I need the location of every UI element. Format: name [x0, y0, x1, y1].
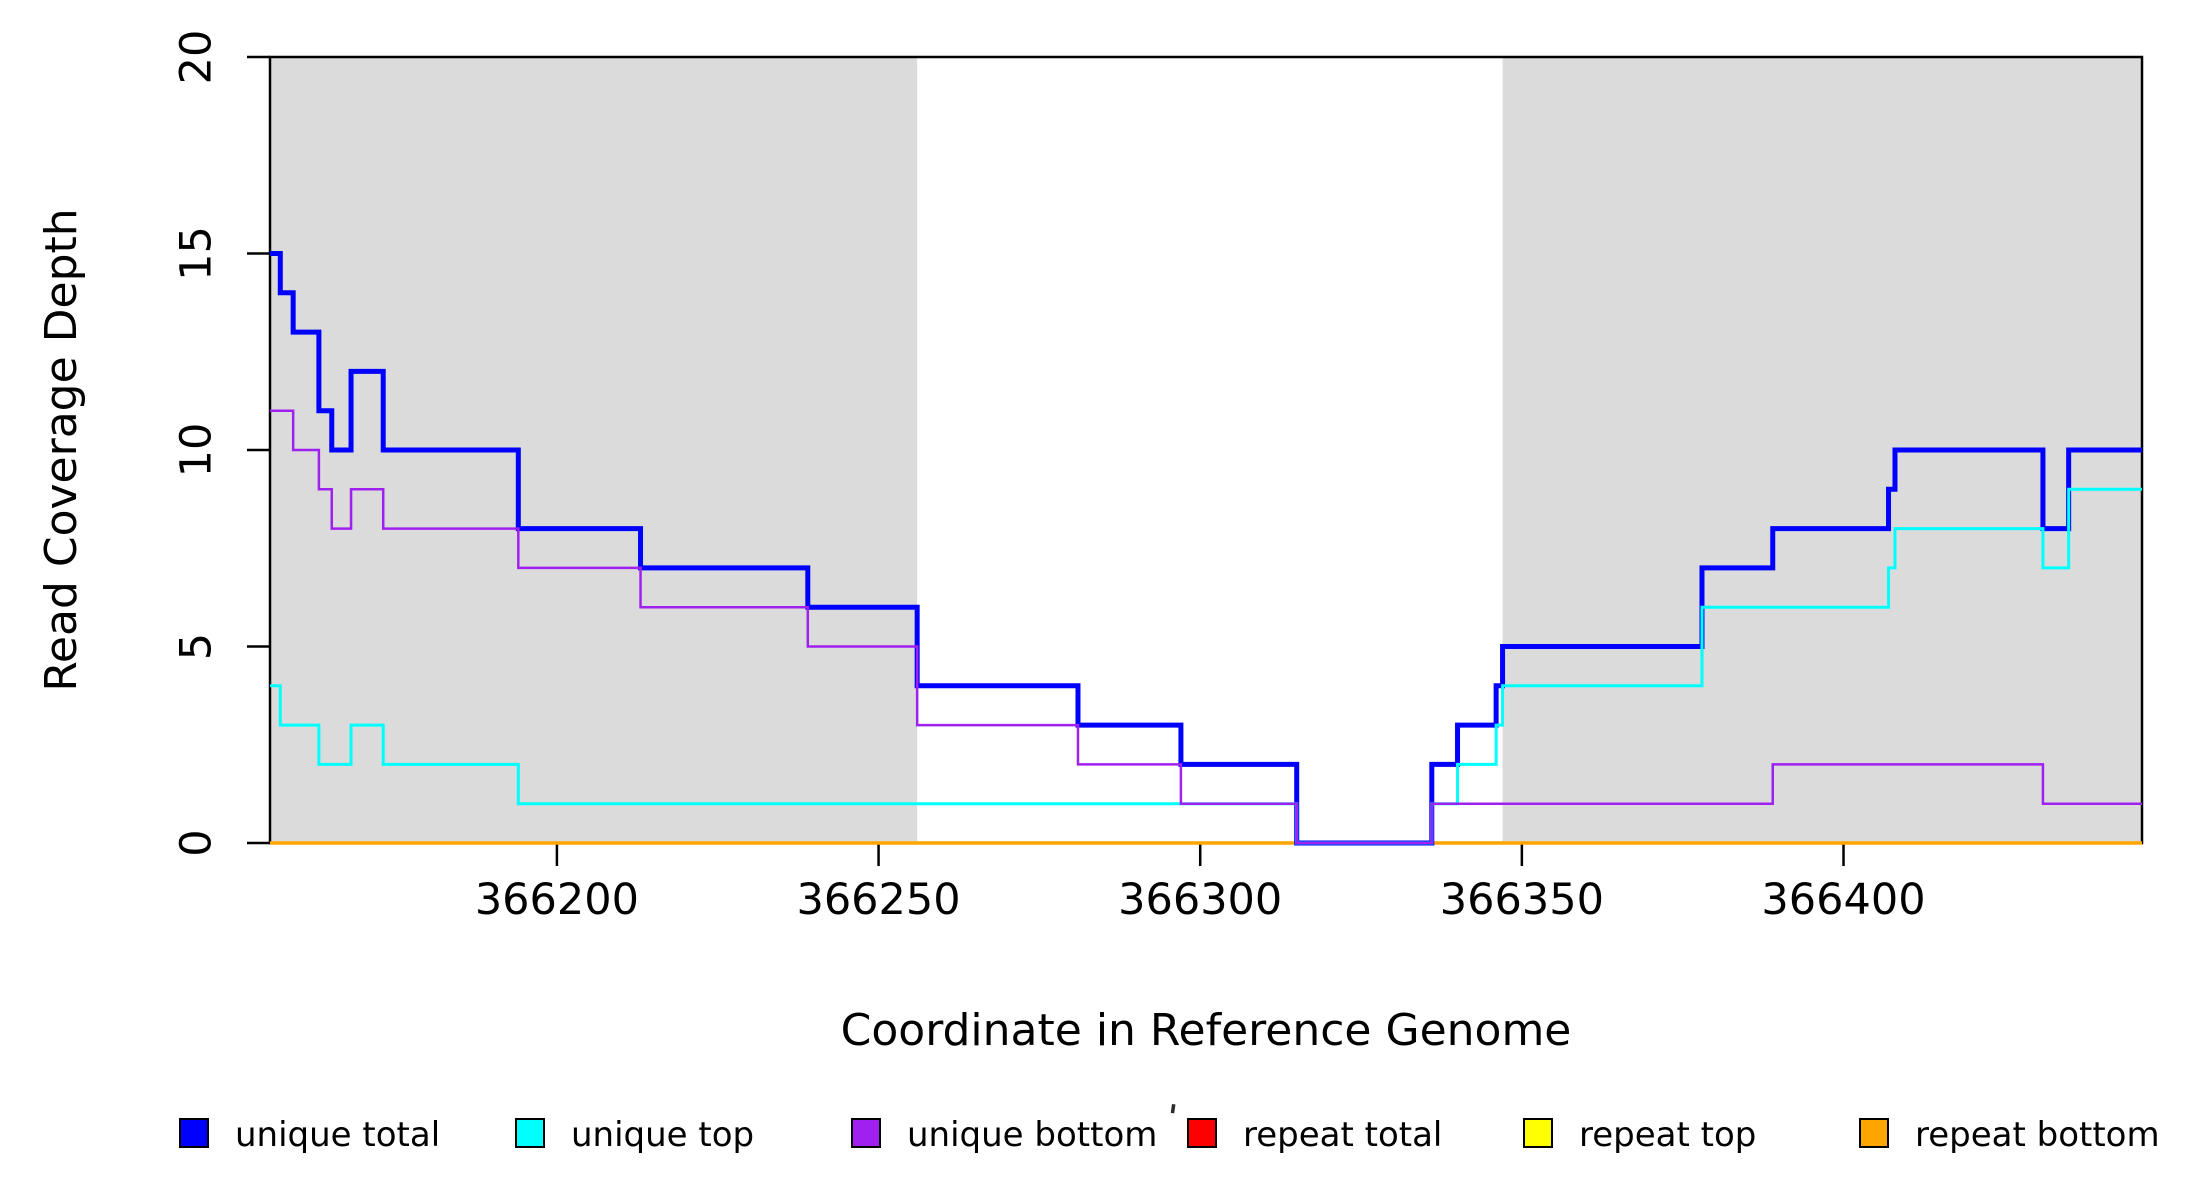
legend-swatch-unique-total	[179, 1118, 209, 1148]
series-layer	[270, 251, 2142, 846]
x-tick-label: 366250	[796, 875, 960, 925]
y-axis-title: Read Coverage Depth	[36, 208, 87, 691]
stray-mark	[1170, 1104, 1176, 1114]
shaded-region	[1502, 57, 2142, 843]
legend-swatch-unique-top	[515, 1118, 545, 1148]
legend-item-unique-bottom: unique bottom	[851, 1115, 1157, 1155]
legend-item-repeat-total: repeat total	[1187, 1115, 1442, 1155]
legend-label: unique total	[235, 1115, 440, 1155]
y-tick-label: 5	[172, 633, 222, 660]
legend-label: repeat bottom	[1915, 1115, 2160, 1155]
x-tick-label: 366300	[1118, 875, 1282, 925]
y-tick-label: 20	[172, 30, 222, 85]
legend-item-unique-total: unique total	[179, 1115, 440, 1155]
series-unique-top-line	[270, 487, 2142, 845]
artifact-layer	[1170, 1104, 1176, 1114]
shaded-region	[270, 57, 918, 843]
y-tick-label: 15	[172, 226, 222, 281]
x-axis-title: Coordinate in Reference Genome	[841, 1005, 1572, 1056]
shaded-regions-layer	[270, 57, 2142, 843]
series-unique-total-line	[270, 251, 2142, 846]
legend-swatch-repeat-total	[1187, 1118, 1217, 1148]
legend-label: unique bottom	[907, 1115, 1157, 1155]
legend-item-unique-top: unique top	[515, 1115, 754, 1155]
axes-frame-layer: 366200 366250 366300 366350 366400 0 5 10 15 20	[172, 30, 2144, 925]
legend: unique total unique top unique bottom repea…	[179, 1115, 2160, 1155]
series-unique-bottom-line	[270, 409, 2142, 845]
legend-label: repeat top	[1579, 1115, 1756, 1155]
x-tick-label: 366200	[475, 875, 639, 925]
legend-label: unique top	[571, 1115, 754, 1155]
legend-swatch-repeat-bottom	[1859, 1118, 1889, 1148]
legend-item-repeat-bottom: repeat bottom	[1859, 1115, 2160, 1155]
y-tick-label: 0	[172, 829, 222, 856]
legend-swatch-repeat-top	[1523, 1118, 1553, 1148]
x-tick-label: 366350	[1440, 875, 1604, 925]
y-tick-label: 10	[172, 423, 222, 478]
legend-item-repeat-top: repeat top	[1523, 1115, 1756, 1155]
x-tick-label: 366400	[1761, 875, 1925, 925]
legend-label: repeat total	[1243, 1115, 1442, 1155]
legend-swatch-unique-bottom	[851, 1118, 881, 1148]
